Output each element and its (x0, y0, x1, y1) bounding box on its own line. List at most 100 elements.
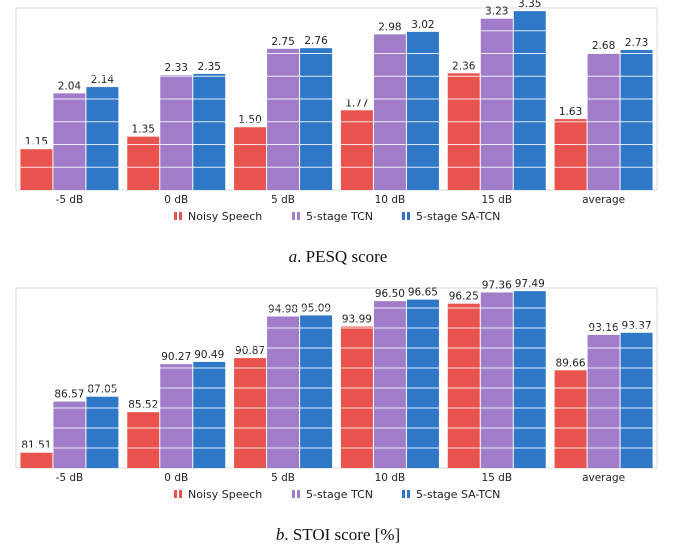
bar-value-label: 1.50 (238, 114, 261, 126)
legend-item-sa-tcn: 5-stage SA-TCN (402, 488, 500, 501)
legend-swatch (174, 212, 177, 220)
bar-noisy-speech (20, 452, 53, 468)
bar-value-label: 2.35 (198, 61, 221, 73)
bar-noisy-speech (447, 73, 480, 190)
bar-value-label: 86.57 (54, 389, 84, 401)
legend-label: 5-stage TCN (306, 210, 373, 223)
legend-swatch (402, 212, 405, 220)
bar-value-label: 90.49 (194, 349, 224, 361)
bar-noisy-speech (234, 127, 267, 190)
bar-value-label: 90.27 (161, 351, 191, 363)
bar-value-label: 93.37 (622, 320, 652, 332)
legend-item-noisy-speech: Noisy Speech (174, 488, 262, 501)
legend-item-noisy-speech: Noisy Speech (174, 210, 262, 223)
legend-item-sa-tcn: 5-stage SA-TCN (402, 210, 500, 223)
x-tick-label: 5 dB (271, 472, 295, 484)
bar-tcn (480, 292, 513, 468)
bar-value-label: 2.73 (625, 37, 648, 49)
bar-noisy-speech (340, 110, 373, 190)
bar-noisy-speech (554, 119, 587, 190)
bar-value-label: 1.35 (132, 124, 155, 136)
bar-sa-tcn (86, 87, 119, 190)
bar-tcn (373, 34, 406, 191)
legend-swatch (292, 212, 295, 220)
bar-value-label: 2.68 (592, 40, 615, 52)
bar-value-label: 2.04 (58, 80, 82, 92)
bar-value-label: 90.87 (235, 345, 265, 357)
bar-tcn (53, 93, 86, 190)
legend-swatch (402, 490, 405, 498)
legend-swatch (174, 490, 177, 498)
legend-swatch (179, 490, 182, 498)
bar-value-label: 2.75 (271, 36, 294, 48)
bar-noisy-speech (234, 358, 267, 468)
bar-value-label: 3.35 (518, 0, 541, 10)
legend-swatch (292, 490, 295, 498)
bar-sa-tcn (406, 31, 439, 190)
bar-value-label: 2.14 (91, 74, 115, 86)
bar-value-label: 96.50 (375, 288, 405, 300)
legend-swatch (407, 212, 410, 220)
bar-value-label: 3.23 (485, 6, 508, 18)
bar-sa-tcn (620, 332, 653, 468)
x-tick-label: 0 dB (164, 472, 188, 484)
bar-tcn (160, 364, 193, 468)
legend-label: 5-stage SA-TCN (416, 488, 500, 501)
bar-value-label: 1.63 (559, 106, 582, 118)
legend-label: Noisy Speech (188, 210, 262, 223)
bar-value-label: 2.98 (378, 21, 401, 33)
bar-sa-tcn (513, 291, 546, 468)
legend-label: 5-stage TCN (306, 488, 373, 501)
legend-item-tcn: 5-stage TCN (292, 488, 373, 501)
bar-sa-tcn (193, 361, 226, 468)
x-tick-label: 10 dB (375, 472, 406, 484)
bar-value-label: 94.98 (268, 304, 298, 316)
x-tick-label: average (582, 194, 625, 206)
bar-tcn (480, 18, 513, 191)
bar-sa-tcn (406, 299, 439, 468)
bar-value-label: 93.99 (342, 314, 372, 326)
bar-value-label: 97.49 (515, 278, 545, 290)
bar-tcn (267, 48, 300, 190)
bar-value-label: 87.05 (87, 384, 117, 396)
legend-swatch (297, 212, 300, 220)
bar-sa-tcn (620, 50, 653, 190)
bar-tcn (373, 301, 406, 468)
bar-tcn (587, 334, 620, 468)
bar-noisy-speech (554, 370, 587, 468)
legend-item-tcn: 5-stage TCN (292, 210, 373, 223)
bar-noisy-speech (447, 303, 480, 468)
legend-label: Noisy Speech (188, 488, 262, 501)
legend-label: 5-stage SA-TCN (416, 210, 500, 223)
bar-value-label: 2.33 (165, 62, 188, 74)
bar-value-label: 2.36 (452, 60, 476, 72)
x-tick-label: average (582, 472, 625, 484)
bar-value-label: 81.51 (21, 440, 51, 452)
x-tick-label: 15 dB (481, 194, 512, 206)
bar-noisy-speech (127, 136, 160, 190)
bar-sa-tcn (300, 48, 333, 191)
bar-value-label: 96.65 (408, 287, 438, 299)
stoi-chart: 81.51 86.57 87.05 -5 dB 85.52 90.27 90.49 0 dB 9… (15, 278, 658, 501)
bar-sa-tcn (193, 73, 226, 190)
bar-value-label: 3.02 (411, 19, 434, 31)
pesq-caption: a. PESQ score (289, 247, 388, 266)
bar-noisy-speech (127, 412, 160, 468)
x-tick-label: 5 dB (271, 194, 295, 206)
bar-value-label: 97.36 (482, 279, 512, 291)
pesq-chart: 1.15 2.04 2.14 -5 dB 1.35 2.33 2.35 0 dB 1.50 2.7… (15, 0, 658, 223)
x-tick-label: -5 dB (56, 472, 84, 484)
bar-sa-tcn (86, 396, 119, 468)
bar-value-label: 85.52 (128, 399, 158, 411)
bar-noisy-speech (20, 149, 53, 190)
x-tick-label: -5 dB (56, 194, 84, 206)
x-tick-label: 15 dB (481, 472, 512, 484)
x-tick-label: 10 dB (375, 194, 406, 206)
x-tick-label: 0 dB (164, 194, 188, 206)
bar-tcn (160, 75, 193, 190)
bar-value-label: 1.77 (345, 97, 368, 109)
legend-swatch (407, 490, 410, 498)
bar-sa-tcn (513, 11, 546, 191)
stoi-caption: b. STOI score [%] (276, 525, 400, 544)
